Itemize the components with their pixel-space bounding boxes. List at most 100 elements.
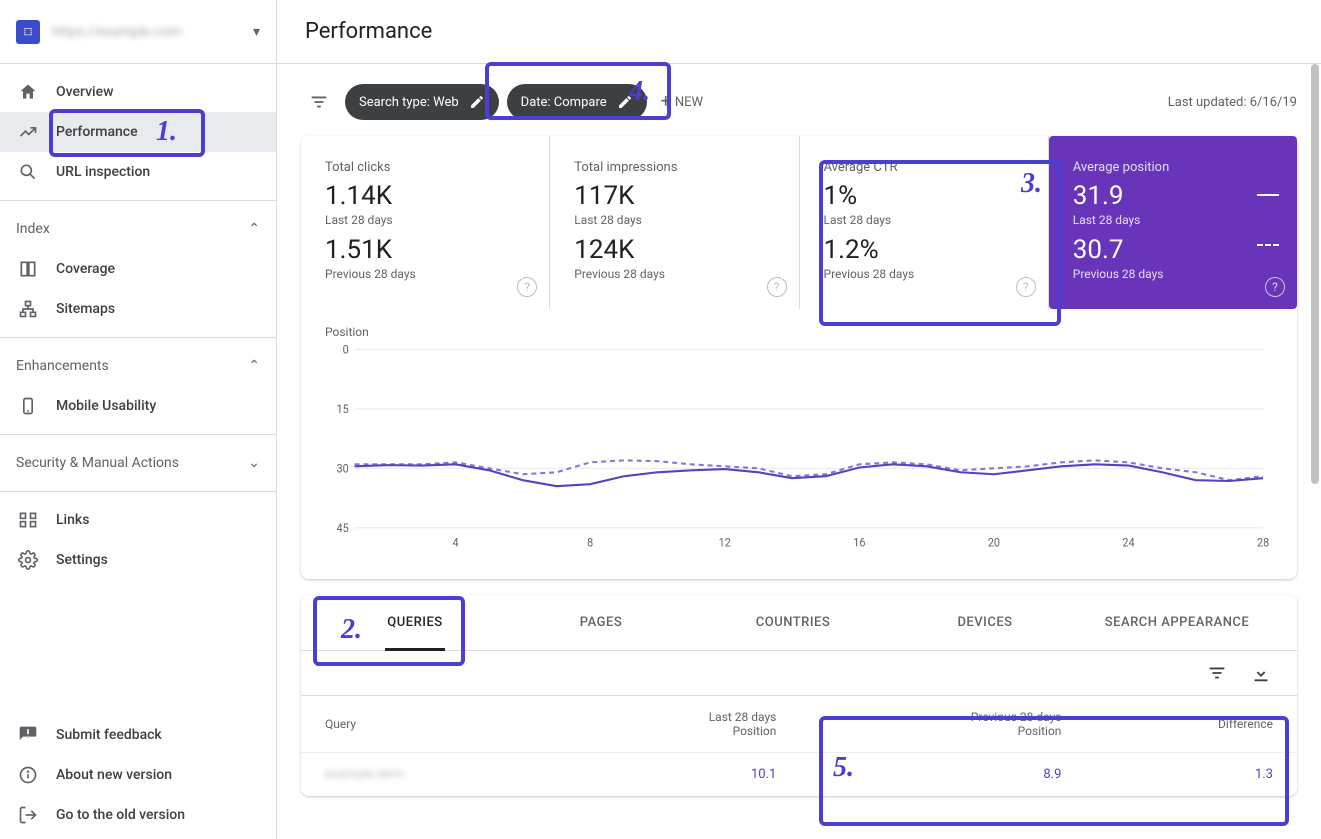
metrics-row: Total clicks 1.14K Last 28 days 1.51K Pr… bbox=[301, 136, 1297, 309]
feedback-icon bbox=[16, 723, 40, 747]
page-header: Performance bbox=[277, 0, 1321, 64]
property-icon: ⬚ bbox=[16, 20, 40, 44]
tab-search-appearance[interactable]: SEARCH APPEARANCE bbox=[1081, 595, 1273, 650]
sidebar-item-settings[interactable]: Settings bbox=[0, 540, 276, 580]
nav-label: Mobile Usability bbox=[56, 398, 156, 414]
chart-title: Position bbox=[325, 325, 1273, 339]
property-selector[interactable]: ⬚ https://example.com ▾ bbox=[0, 0, 276, 64]
filter-icon[interactable] bbox=[301, 84, 337, 120]
cell-b: 8.9 bbox=[800, 753, 1085, 797]
svg-text:45: 45 bbox=[336, 522, 348, 535]
nav-label: Links bbox=[56, 512, 89, 528]
sidebar-item-coverage[interactable]: Coverage bbox=[0, 249, 276, 289]
nav-label: URL inspection bbox=[56, 164, 150, 180]
pencil-icon bbox=[617, 94, 633, 110]
position-chart: 0153045481216202428 bbox=[325, 343, 1273, 553]
chevron-down-icon: ⌄ bbox=[248, 455, 260, 471]
help-icon[interactable]: ? bbox=[1265, 277, 1285, 297]
th-query[interactable]: Query bbox=[301, 696, 563, 753]
svg-text:8: 8 bbox=[587, 536, 593, 549]
info-icon bbox=[16, 763, 40, 787]
chip-label: Date: Compare bbox=[521, 95, 607, 110]
queries-table: Query Last 28 daysPosition Previous 28 d… bbox=[301, 695, 1297, 796]
svg-text:24: 24 bbox=[1122, 536, 1135, 549]
sidebar: ⬚ https://example.com ▾ Overview Perform… bbox=[0, 0, 277, 839]
th-difference[interactable]: Difference bbox=[1085, 696, 1297, 753]
tab-queries[interactable]: QUERIES bbox=[325, 595, 505, 650]
sitemap-icon bbox=[16, 297, 40, 321]
scrollbar-thumb[interactable] bbox=[1311, 64, 1319, 484]
chip-date[interactable]: Date: Compare bbox=[507, 84, 647, 120]
metric-ctr[interactable]: Average CTR 1% Last 28 days 1.2% Previou… bbox=[800, 136, 1049, 309]
exit-icon bbox=[16, 803, 40, 827]
help-icon[interactable]: ? bbox=[767, 277, 787, 297]
sidebar-item-feedback[interactable]: Submit feedback bbox=[0, 715, 276, 755]
search-icon bbox=[16, 160, 40, 184]
property-label: https://example.com bbox=[52, 24, 253, 40]
cell-a: 10.1 bbox=[563, 753, 801, 797]
svg-text:4: 4 bbox=[453, 536, 460, 549]
table-filter-icon[interactable] bbox=[1205, 661, 1229, 685]
nav-label: Performance bbox=[56, 124, 138, 140]
trending-icon bbox=[16, 120, 40, 144]
nav-label: Sitemaps bbox=[56, 301, 115, 317]
nav-label: Go to the old version bbox=[56, 807, 185, 823]
table-row[interactable]: example term 10.1 8.9 1.3 bbox=[301, 753, 1297, 797]
mobile-icon bbox=[16, 394, 40, 418]
svg-text:15: 15 bbox=[336, 403, 348, 416]
th-period-a[interactable]: Last 28 daysPosition bbox=[563, 696, 801, 753]
metric-position[interactable]: Average position 31.9 Last 28 days 30.7 … bbox=[1049, 136, 1297, 309]
chip-label: Search type: Web bbox=[359, 95, 459, 110]
coverage-icon bbox=[16, 257, 40, 281]
help-icon[interactable]: ? bbox=[517, 277, 537, 297]
cell-diff: 1.3 bbox=[1085, 753, 1297, 797]
svg-text:20: 20 bbox=[988, 536, 1000, 549]
tab-countries[interactable]: COUNTRIES bbox=[697, 595, 889, 650]
chevron-up-icon: ⌃ bbox=[248, 221, 260, 237]
dimensions-card: QUERIES PAGES COUNTRIES DEVICES SEARCH A… bbox=[301, 595, 1297, 796]
home-icon bbox=[16, 80, 40, 104]
sidebar-section-index[interactable]: Index ⌃ bbox=[0, 209, 276, 249]
sidebar-item-about[interactable]: About new version bbox=[0, 755, 276, 795]
sidebar-section-security[interactable]: Security & Manual Actions ⌄ bbox=[0, 443, 276, 483]
sidebar-item-mobile-usability[interactable]: Mobile Usability bbox=[0, 386, 276, 426]
sidebar-item-links[interactable]: Links bbox=[0, 500, 276, 540]
svg-text:0: 0 bbox=[343, 343, 349, 356]
tab-devices[interactable]: DEVICES bbox=[889, 595, 1081, 650]
legend-dashed-icon bbox=[1257, 244, 1279, 246]
sidebar-section-enhancements[interactable]: Enhancements ⌃ bbox=[0, 346, 276, 386]
tabs: QUERIES PAGES COUNTRIES DEVICES SEARCH A… bbox=[301, 595, 1297, 651]
pencil-icon bbox=[469, 94, 485, 110]
filter-bar: Search type: Web Date: Compare + NEW Las… bbox=[289, 64, 1309, 136]
svg-text:28: 28 bbox=[1257, 536, 1269, 549]
svg-text:16: 16 bbox=[853, 536, 865, 549]
performance-card: Total clicks 1.14K Last 28 days 1.51K Pr… bbox=[301, 136, 1297, 579]
nav-label: About new version bbox=[56, 767, 172, 783]
svg-text:12: 12 bbox=[719, 536, 731, 549]
th-period-b[interactable]: Previous 28 daysPosition bbox=[800, 696, 1085, 753]
caret-down-icon: ▾ bbox=[253, 24, 260, 40]
chip-search-type[interactable]: Search type: Web bbox=[345, 84, 499, 120]
sidebar-item-performance[interactable]: Performance bbox=[0, 112, 276, 152]
new-filter-button[interactable]: + NEW bbox=[661, 93, 703, 111]
download-icon[interactable] bbox=[1249, 661, 1273, 685]
nav-label: Coverage bbox=[56, 261, 115, 277]
metric-clicks[interactable]: Total clicks 1.14K Last 28 days 1.51K Pr… bbox=[301, 136, 550, 309]
new-label: NEW bbox=[675, 95, 703, 110]
sidebar-item-old-version[interactable]: Go to the old version bbox=[0, 795, 276, 835]
page-title: Performance bbox=[305, 19, 432, 44]
help-icon[interactable]: ? bbox=[1016, 277, 1036, 297]
cell-query: example term bbox=[301, 753, 563, 797]
sidebar-item-sitemaps[interactable]: Sitemaps bbox=[0, 289, 276, 329]
gear-icon bbox=[16, 548, 40, 572]
tab-pages[interactable]: PAGES bbox=[505, 595, 697, 650]
chevron-up-icon: ⌃ bbox=[248, 358, 260, 374]
metric-impressions[interactable]: Total impressions 117K Last 28 days 124K… bbox=[550, 136, 799, 309]
legend-solid-icon bbox=[1257, 194, 1279, 196]
main-content: Performance Search type: Web Date: Compa… bbox=[277, 0, 1321, 839]
sidebar-item-url-inspection[interactable]: URL inspection bbox=[0, 152, 276, 192]
last-updated: Last updated: 6/16/19 bbox=[1168, 95, 1297, 110]
links-icon bbox=[16, 508, 40, 532]
nav-label: Submit feedback bbox=[56, 727, 162, 743]
sidebar-item-overview[interactable]: Overview bbox=[0, 72, 276, 112]
